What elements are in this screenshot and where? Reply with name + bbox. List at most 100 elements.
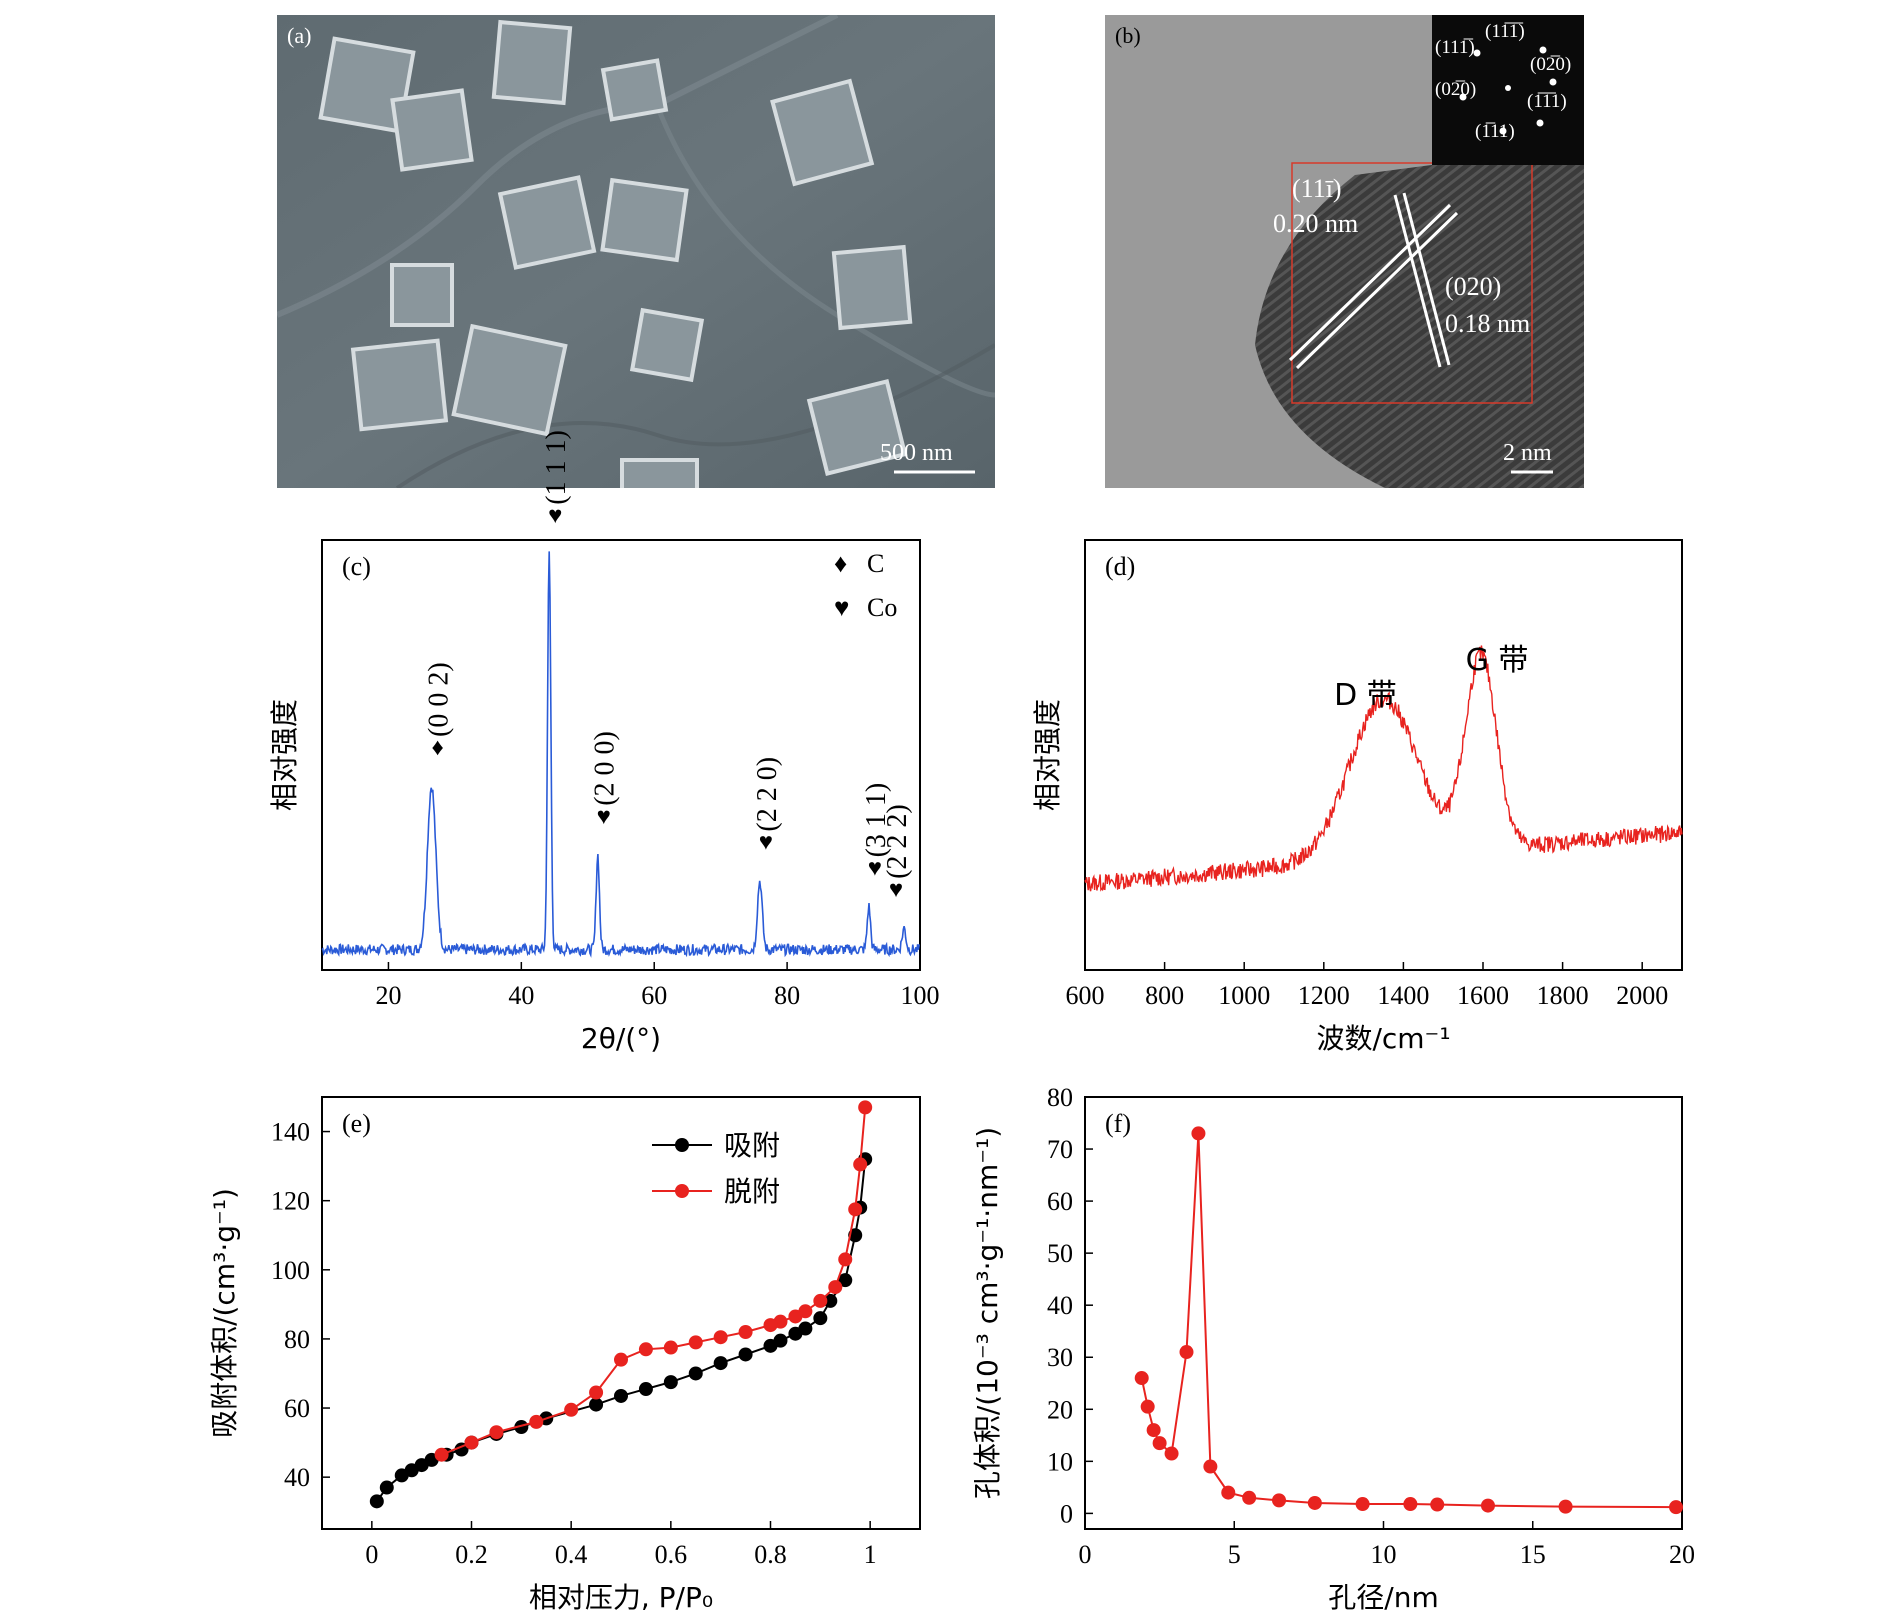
peak-label: (0 0 2) [424, 662, 455, 737]
data-point [858, 1100, 873, 1115]
x-tick-label: 40 [508, 981, 534, 1010]
panel-label: (e) [342, 1109, 371, 1138]
plot-frame [321, 1096, 921, 1530]
saed-label-5: (1̅1̅1) [1527, 91, 1567, 112]
y-tick-label: 20 [1047, 1395, 1073, 1424]
x-tick-label: 1 [864, 1540, 877, 1569]
cube-particles [318, 19, 913, 502]
legend-label: 脱附 [724, 1175, 780, 1208]
x-tick-label: 15 [1520, 1540, 1546, 1569]
saed-spots [1459, 46, 1557, 135]
y-tick-label: 40 [284, 1463, 310, 1492]
panel-label: (d) [1105, 552, 1135, 581]
peak-marker: ♥ [868, 855, 882, 881]
legend-label: 吸附 [724, 1129, 780, 1162]
data-point [1272, 1493, 1287, 1508]
peak-marker: ♥ [597, 804, 611, 830]
data-point [1403, 1497, 1418, 1512]
data-point [1152, 1436, 1167, 1451]
spacing-020nm-label: 0.20 nm [1273, 209, 1358, 238]
plot-frame [1084, 1096, 1683, 1530]
x-tick-label: 20 [375, 981, 401, 1010]
peak-label: (2 0 0) [590, 731, 621, 806]
data-point [848, 1202, 863, 1217]
plane-020-label: (020) [1445, 272, 1501, 301]
panel-label: (f) [1105, 1109, 1131, 1138]
data-point [1140, 1399, 1155, 1414]
raman-curve [1084, 645, 1683, 892]
data-point [738, 1347, 753, 1362]
plot-frame [321, 539, 921, 971]
series-line [1140, 1133, 1677, 1509]
data-point [369, 1494, 384, 1509]
peak-label: (1 1 1) [541, 430, 572, 505]
x-tick-label: 1400 [1377, 981, 1429, 1010]
x-tick-label: 1000 [1218, 981, 1270, 1010]
x-tick-label: 60 [641, 981, 667, 1010]
data-point [1242, 1490, 1257, 1505]
hrtem-panel: (11ī) 0.20 nm (020) 0.18 nm (111̅) (11̅1… [1105, 15, 1584, 488]
x-axis-title: 相对压力, P/P₀ [529, 1581, 713, 1614]
y-tick-label: 40 [1047, 1291, 1073, 1320]
x-tick-label: 2000 [1616, 981, 1668, 1010]
data-point [853, 1157, 868, 1172]
data-point [529, 1414, 544, 1429]
y-axis-title: 孔体积/(10⁻³ cm³·g⁻¹·nm⁻¹) [971, 1127, 1004, 1499]
data-point [464, 1435, 479, 1450]
y-axis-title: 相对强度 [1031, 699, 1064, 811]
data-point [1191, 1126, 1206, 1141]
plane-111-label: (11ī) [1292, 174, 1342, 203]
data-point [763, 1318, 778, 1333]
data-point [798, 1321, 813, 1336]
x-tick-label: 0 [1079, 1540, 1092, 1569]
data-point [813, 1311, 828, 1326]
saed-label-6: (1̅11) [1475, 121, 1515, 142]
hrtem-image: (11ī) 0.20 nm (020) 0.18 nm (111̅) (11̅1… [1105, 15, 1584, 488]
sem-image: (a) 500 nm [275, 12, 997, 502]
peak-marker: ♥ [759, 830, 773, 856]
data-point [564, 1402, 579, 1417]
chart-d: (d) 600 800 1000 1200 1400 1600 1800 2000 波数/cm⁻¹… [1031, 539, 1683, 1055]
y-tick-label: 70 [1047, 1135, 1073, 1164]
data-point [489, 1425, 504, 1440]
saed-label-1: (111̅) [1435, 37, 1475, 58]
x-tick-label: 1800 [1537, 981, 1589, 1010]
legend-marker: ♦ [834, 549, 847, 578]
data-point [1134, 1371, 1149, 1386]
x-tick-label: 0.8 [754, 1540, 787, 1569]
x-tick-label: 800 [1145, 981, 1184, 1010]
y-axis-title: 吸附体积/(cm³·g⁻¹) [208, 1188, 241, 1438]
plot-frame [1084, 539, 1683, 971]
legend-dot [675, 1138, 689, 1152]
y-tick-label: 140 [271, 1118, 310, 1147]
data-point [823, 1293, 838, 1308]
data-point [1203, 1459, 1218, 1474]
x-tick-label: 10 [1371, 1540, 1397, 1569]
data-point [773, 1333, 788, 1348]
y-tick-label: 0 [1060, 1499, 1073, 1528]
xrd-curve [321, 551, 920, 958]
y-tick-label: 80 [284, 1325, 310, 1354]
peak-marker: ♥ [548, 503, 562, 529]
x-tick-label: 80 [774, 981, 800, 1010]
data-point [1307, 1495, 1322, 1510]
data-point [614, 1352, 628, 1367]
y-tick-label: 60 [1047, 1187, 1073, 1216]
data-point [1164, 1446, 1179, 1461]
lattice-markers [1288, 192, 1459, 370]
y-tick-label: 120 [271, 1187, 310, 1216]
legend-dot [675, 1184, 689, 1198]
panel-a-label: (a) [287, 23, 311, 48]
saed-label-3: (02̅0) [1530, 54, 1571, 75]
sem-panel: (a) 500 nm [275, 12, 997, 502]
x-tick-label: 0.6 [655, 1540, 688, 1569]
y-tick-label: 30 [1047, 1343, 1073, 1372]
x-axis-title: 2θ/(°) [581, 1022, 661, 1055]
data-point [688, 1335, 703, 1350]
x-tick-label: 20 [1669, 1540, 1695, 1569]
legend-marker: ♥ [834, 593, 849, 622]
x-tick-label: 1200 [1298, 981, 1350, 1010]
data-point [589, 1397, 604, 1412]
y-tick-label: 50 [1047, 1239, 1073, 1268]
